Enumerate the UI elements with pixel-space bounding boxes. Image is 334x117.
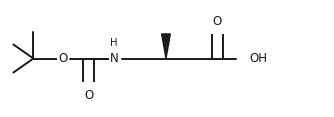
Text: N: N bbox=[110, 52, 119, 65]
Text: O: O bbox=[58, 52, 67, 65]
Text: OH: OH bbox=[250, 52, 268, 65]
Text: O: O bbox=[213, 15, 222, 28]
Polygon shape bbox=[162, 34, 170, 58]
Text: H: H bbox=[111, 38, 118, 48]
Text: O: O bbox=[84, 89, 93, 102]
